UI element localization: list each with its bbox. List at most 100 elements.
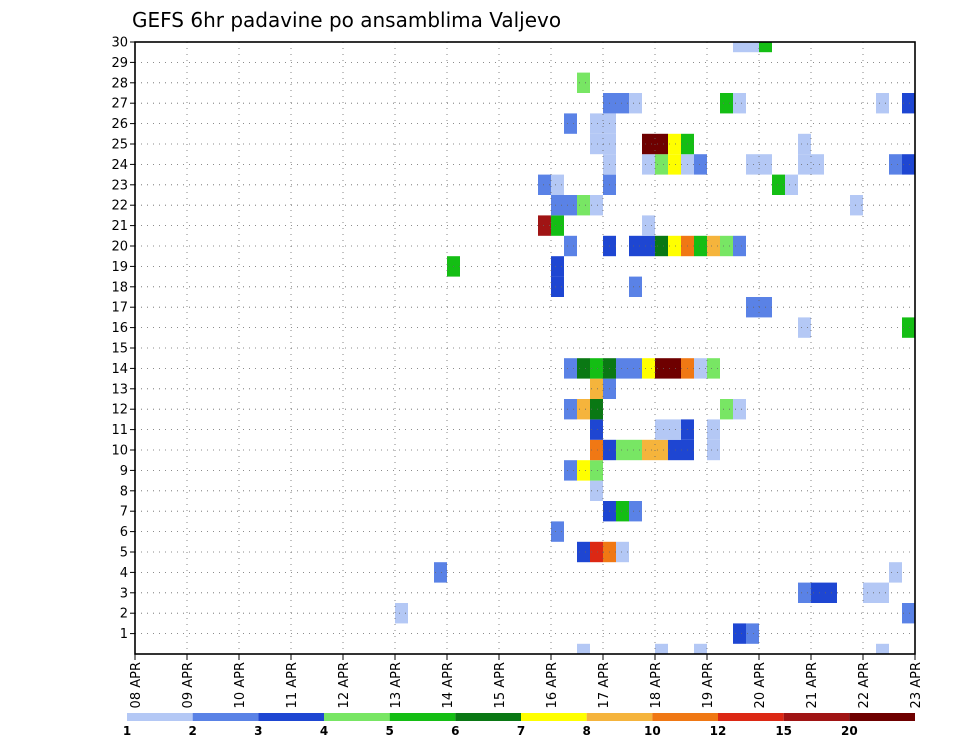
x-tick-label: 17 APR: [597, 662, 612, 708]
y-tick-label: 10: [111, 444, 128, 459]
grid-lines: [135, 41, 915, 654]
y-tick-label: 25: [111, 138, 128, 153]
heatmap-cell: [551, 174, 564, 195]
heatmap-cell: [668, 235, 681, 257]
y-tick-label: 9: [120, 464, 128, 479]
heatmap-cell: [564, 195, 577, 216]
heatmap-cell: [850, 195, 863, 216]
heatmap-cell: [694, 358, 707, 379]
y-tick-label: 14: [111, 362, 128, 377]
colorbar-swatch: [258, 713, 324, 721]
heatmap-cell: [733, 42, 746, 53]
heatmap-cell: [668, 439, 681, 461]
heatmap-cell: [551, 256, 564, 277]
heatmap-cell: [616, 358, 629, 379]
heatmap-cell: [642, 358, 655, 379]
heatmap-cell: [824, 582, 837, 603]
x-tick-label: 20 APR: [753, 662, 768, 708]
heatmap-cell: [902, 154, 915, 175]
y-tick-label: 11: [111, 423, 128, 438]
x-tick-label: 11 APR: [285, 662, 300, 708]
heatmap-cell: [889, 154, 902, 175]
heatmap-cell: [655, 235, 668, 257]
heatmap-cell: [902, 603, 915, 624]
y-tick-label: 19: [111, 260, 128, 275]
heatmap-cell: [629, 276, 642, 297]
heatmap-cell: [889, 562, 902, 583]
heatmap-cell: [577, 358, 590, 379]
heatmap-cell: [694, 154, 707, 175]
heatmap-cell: [798, 154, 811, 175]
heatmap-cell: [772, 174, 785, 195]
colorbar-label: 12: [710, 724, 727, 738]
heatmap-cell: [577, 399, 590, 420]
heatmap-cell: [720, 399, 733, 420]
colorbar-swatch: [652, 713, 718, 721]
heatmap-cell: [642, 215, 655, 236]
x-tick-label: 15 APR: [493, 662, 508, 708]
heatmap-cell: [694, 643, 707, 654]
colorbar-label: 10: [644, 724, 661, 738]
heatmap-cell: [629, 439, 642, 461]
heatmap-cell: [733, 623, 746, 644]
colorbar-swatch: [521, 713, 587, 721]
x-tick-label: 10 APR: [233, 662, 248, 708]
heatmap-cell: [642, 133, 655, 155]
heatmap-cell: [590, 419, 603, 440]
colorbar-swatch: [324, 713, 390, 721]
heatmap-cell: [590, 113, 603, 134]
heatmap-cell: [798, 133, 811, 155]
heatmap-cell: [694, 235, 707, 257]
colorbar-label: 4: [320, 724, 328, 738]
heatmap-cell: [616, 93, 629, 114]
y-tick-label: 27: [111, 97, 128, 112]
y-tick-label: 5: [120, 546, 128, 561]
y-tick-label: 8: [120, 484, 128, 499]
heatmap-cell: [577, 72, 590, 93]
heatmap-cell: [746, 623, 759, 644]
x-axis: 08 APR 09 APR 10 APR 11 APR 12 APR 13 APR 14 A…: [129, 654, 924, 708]
heatmap-cell: [629, 235, 642, 257]
heatmap-cell: [551, 276, 564, 297]
heatmap-cell: [785, 174, 798, 195]
colorbar-swatch: [455, 713, 521, 721]
heatmap-cell: [642, 235, 655, 257]
y-tick-label: 26: [111, 117, 128, 132]
heatmap-cell: [642, 154, 655, 175]
x-tick-label: 13 APR: [389, 662, 404, 708]
colorbar-swatch: [849, 713, 915, 721]
heatmap-cell: [876, 582, 889, 603]
x-tick-label: 23 APR: [909, 662, 924, 708]
heatmap-cell: [655, 419, 668, 440]
colorbar-label: 8: [582, 724, 590, 738]
colorbar-swatch: [718, 713, 784, 721]
x-tick-label: 22 APR: [857, 662, 872, 708]
heatmap-cell: [577, 643, 590, 654]
y-tick-label: 29: [111, 56, 128, 71]
heatmap-cell: [707, 439, 720, 461]
y-tick-label: 21: [111, 219, 128, 234]
heatmap-cell: [642, 439, 655, 461]
colorbar: 1 2 3 4 5 6 7 8 10 12 15 20: [123, 713, 915, 738]
heatmap-cell: [538, 215, 551, 236]
heatmap-cell: [707, 358, 720, 379]
heatmap-cell: [551, 521, 564, 542]
heatmap-cell: [590, 378, 603, 399]
heatmap-cell: [733, 235, 746, 257]
y-tick-label: 12: [111, 403, 128, 418]
heatmap-cell: [707, 235, 720, 257]
heatmap-cell: [590, 460, 603, 481]
heatmap-cell: [811, 154, 824, 175]
colorbar-label: 7: [517, 724, 525, 738]
heatmap-cell: [655, 133, 668, 155]
colorbar-label: 15: [775, 724, 792, 738]
x-tick-label: 09 APR: [181, 662, 196, 708]
y-tick-label: 3: [120, 586, 128, 601]
heatmap-cell: [395, 603, 408, 624]
heatmap-cell: [876, 643, 889, 654]
heatmap-cell: [629, 93, 642, 114]
colorbar-label: 3: [254, 724, 262, 738]
heatmap-cell: [720, 93, 733, 114]
heatmap-cell: [811, 582, 824, 603]
